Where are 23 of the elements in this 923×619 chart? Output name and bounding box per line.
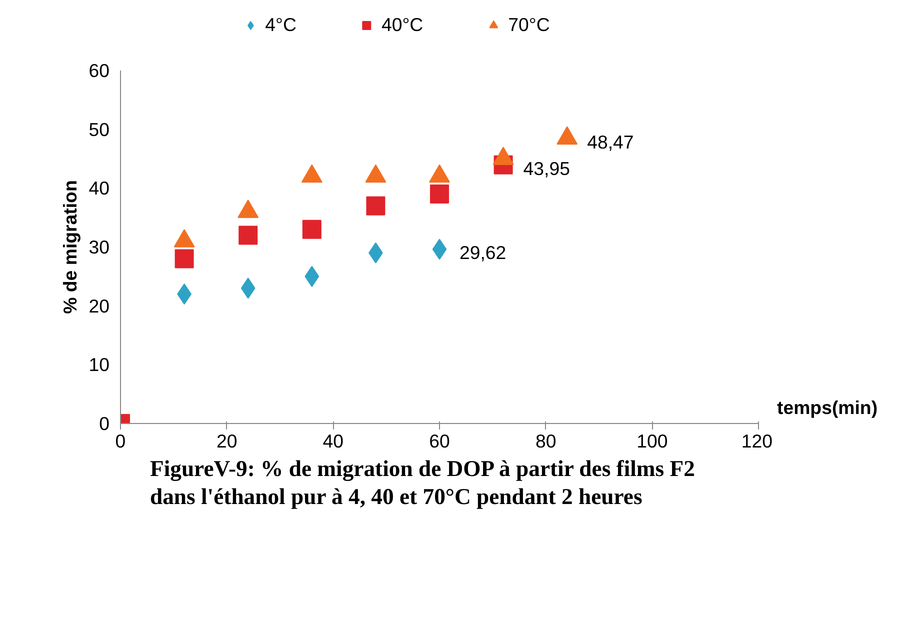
x-axis-title: temps(min): [777, 396, 878, 420]
data-label: 48,47: [587, 131, 634, 152]
y-tick-label: 30: [88, 236, 110, 258]
x-tick-label: 120: [741, 430, 773, 452]
x-tick-label: 20: [216, 430, 238, 452]
legend-label: 70°C: [508, 14, 550, 36]
y-tick-label: 0: [99, 413, 110, 434]
data-label: 29,62: [460, 242, 506, 264]
y-tick-label: 50: [88, 118, 110, 140]
x-tick-label: 0: [115, 430, 126, 452]
y-axis-title: % de migration: [60, 180, 81, 314]
x-tick-label: 40: [322, 430, 344, 452]
y-tick-label: 60: [88, 60, 110, 81]
x-tick-label: 60: [429, 430, 450, 452]
text: FigureV-9: % de migration de DOP à partir des films F2 dans l'éthanol pur à 4, 40 et 70°C pendant 2 heures: [150, 455, 695, 512]
y-tick-label: 40: [88, 178, 110, 199]
x-tick-label: 80: [535, 430, 556, 452]
data-label: 43,95: [523, 158, 570, 179]
y-tick-label: 10: [88, 354, 110, 376]
legend-label: 40°C: [381, 14, 424, 36]
legend-label: 4°C: [265, 14, 296, 36]
y-tick-label: 20: [88, 295, 110, 316]
x-tick-label: 100: [636, 430, 668, 452]
